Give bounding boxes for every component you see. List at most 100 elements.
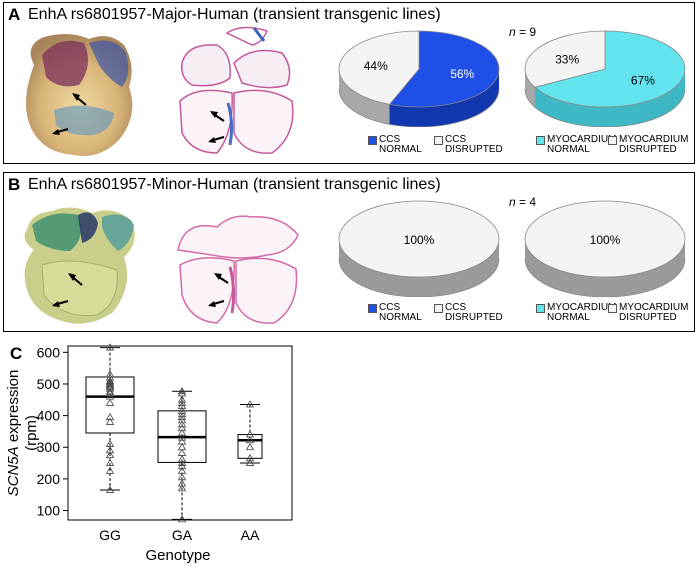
panel-title: EnhA rs6801957-Minor-Human (transient tr…	[28, 176, 441, 193]
pie-chart-myocardium: 67% 33%	[524, 30, 686, 127]
data-point	[105, 398, 115, 406]
data-point	[177, 484, 187, 492]
legend-label-ccs-disrupted: CCS DISRUPTED	[445, 302, 503, 323]
data-point	[177, 401, 187, 410]
data-point	[245, 400, 255, 408]
legend-swatch-myocardium-disrupted	[608, 136, 617, 145]
data-point	[177, 420, 187, 428]
heart-section-image	[179, 26, 294, 154]
legend-swatch-myocardium-disrupted	[608, 304, 617, 313]
data-point	[105, 417, 115, 425]
y-tick-label: 100	[37, 503, 61, 519]
x-tick-label: GA	[172, 527, 193, 543]
legend-label-ccs-normal: CCS NORMAL	[379, 134, 422, 155]
n-symbol: n	[509, 25, 516, 39]
pie-slice	[338, 200, 500, 278]
data-point	[177, 454, 187, 463]
pie-rim	[338, 88, 500, 127]
y-axis-label: SCN5A expression	[5, 370, 22, 497]
box-GA	[157, 386, 207, 523]
n-count: n = 9	[509, 25, 536, 39]
boxplot-scn5a-expression: 100 200 300 400 500 600 GG GA AA Genotype SCN5A ex…	[5, 343, 293, 564]
pie-slice-label: 56%	[450, 67, 474, 81]
pie-chart-ccs: 56% 44%	[338, 30, 500, 127]
data-point	[105, 343, 115, 351]
pie-slice-label: 67%	[631, 74, 655, 88]
pie-slice-label: 100%	[404, 233, 435, 247]
panel-label: B	[8, 175, 21, 194]
y-axis-unit: (rpm)	[23, 415, 40, 451]
data-point	[177, 398, 187, 406]
panel-title: EnhA rs6801957-Major-Human (transient tr…	[28, 6, 441, 23]
panel-label: A	[8, 5, 21, 24]
data-point	[105, 466, 115, 474]
data-point	[105, 379, 115, 387]
x-tick-label: GG	[99, 527, 121, 543]
data-point	[177, 515, 187, 523]
legend-label-myocardium-disrupted: MYOCARDIUM DISRUPTED	[619, 302, 689, 323]
box-GG	[85, 343, 135, 493]
pie-rim	[524, 88, 686, 127]
legend-swatch-ccs-normal	[368, 304, 377, 313]
pie-slice	[524, 200, 686, 278]
data-point	[245, 442, 255, 451]
panel-label-c: C	[10, 344, 23, 363]
data-point	[177, 458, 187, 466]
x-axis-label: Genotype	[145, 547, 210, 564]
legend-label-ccs-disrupted: CCS DISRUPTED	[445, 134, 503, 155]
pie-rim	[338, 258, 500, 297]
heart-section-image	[177, 215, 299, 324]
y-tick-label: 600	[37, 344, 61, 360]
legend-label-myocardium-normal: MYOCARDIUM NORMAL	[547, 134, 617, 155]
panel-a: A EnhA rs6801957-Major-Human (transient …	[3, 2, 695, 164]
data-point	[177, 423, 187, 432]
embryo-heart-image	[24, 207, 135, 324]
pie-chart-ccs: 100%	[338, 200, 500, 297]
legend-swatch-ccs-disrupted	[434, 304, 443, 313]
x-tick-label: AA	[241, 527, 260, 543]
legend-label-myocardium-normal: MYOCARDIUM NORMAL	[547, 302, 617, 323]
data-point	[245, 435, 255, 444]
pie-rim	[524, 258, 686, 297]
legend-label-myocardium-disrupted: MYOCARDIUM DISRUPTED	[619, 134, 689, 155]
legend-swatch-ccs-normal	[368, 136, 377, 145]
data-point	[177, 416, 187, 424]
data-point	[177, 428, 187, 436]
pie-slice-side	[339, 69, 390, 125]
data-point	[245, 458, 255, 466]
pie-side-wall	[339, 239, 499, 297]
data-point	[105, 389, 115, 397]
legend-swatch-myocardium-normal	[536, 304, 545, 313]
pie-slice-label: 100%	[590, 233, 621, 247]
n-value: = 4	[519, 195, 537, 209]
data-point	[105, 387, 115, 395]
data-point	[177, 479, 187, 487]
legend-label-ccs-normal: CCS NORMAL	[379, 302, 422, 323]
pie-slice-side	[389, 69, 499, 127]
n-symbol: n	[509, 195, 516, 209]
data-point	[105, 446, 115, 454]
pie-slice-label: 33%	[555, 52, 579, 66]
data-point	[105, 485, 115, 493]
data-point	[177, 412, 187, 421]
data-point	[105, 458, 115, 466]
data-point	[105, 384, 115, 392]
box-AA	[237, 400, 263, 466]
data-point	[105, 450, 115, 459]
data-point	[177, 461, 187, 470]
pie-side-wall	[525, 239, 685, 297]
pie-slice-label: 44%	[364, 59, 388, 73]
pie-slice	[524, 30, 606, 88]
data-point	[245, 454, 255, 462]
data-point	[177, 386, 187, 395]
panel-b: B EnhA rs6801957-Minor-Human (transient …	[3, 172, 695, 332]
n-value: = 9	[519, 25, 537, 39]
embryo-heart-image	[25, 33, 133, 156]
legend-swatch-myocardium-normal	[536, 136, 545, 145]
pie-slice	[534, 30, 686, 108]
pie-slice	[338, 30, 420, 105]
data-point	[105, 412, 115, 421]
pie-slice	[388, 30, 500, 108]
legend-swatch-ccs-disrupted	[434, 136, 443, 145]
y-tick-label: 300	[37, 439, 61, 455]
